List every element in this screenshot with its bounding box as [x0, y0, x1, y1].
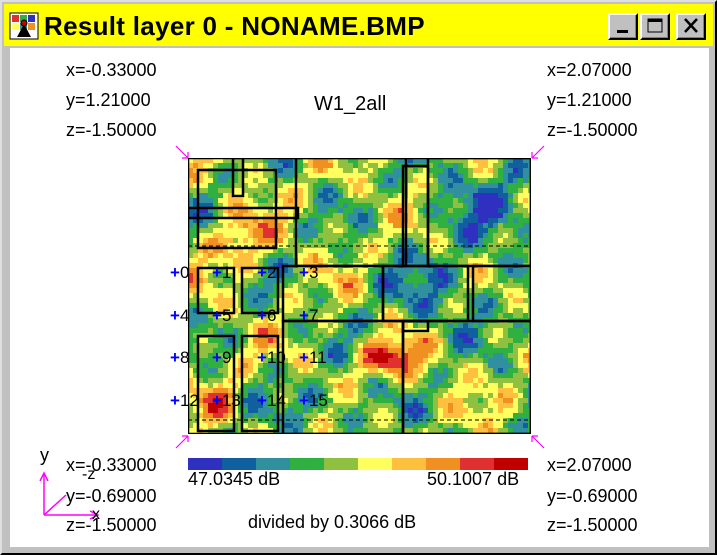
bottom-left-z: z=-1.50000: [66, 515, 157, 535]
top-right-y: y=1.21000: [547, 90, 632, 110]
legend-swatch: [324, 458, 358, 470]
legend-swatch: [222, 458, 256, 470]
probe-label: 12: [179, 391, 199, 410]
bottom-right-z: z=-1.50000: [547, 515, 638, 535]
probe-9[interactable]: +9: [212, 349, 231, 367]
probe-plus-icon: +: [212, 391, 222, 410]
probe-13[interactable]: +13: [212, 392, 241, 410]
probe-plus-icon: +: [212, 306, 222, 325]
probe-12[interactable]: +12: [170, 392, 199, 410]
probe-label: 2: [266, 263, 277, 282]
app-icon[interactable]: [9, 12, 39, 40]
plot-name: W1_2all: [314, 93, 387, 115]
minimize-icon: [617, 30, 628, 33]
probe-label: 3: [308, 263, 319, 282]
axes-indicator-icon: [39, 471, 100, 520]
probe-plus-icon: +: [170, 348, 180, 367]
top-left-y: y=1.21000: [66, 90, 151, 110]
bottom-left-y: y=-0.69000: [66, 486, 157, 506]
top-left-x: x=-0.33000: [66, 60, 157, 80]
axis-y-label: y: [40, 445, 49, 465]
bottom-right-y: y=-0.69000: [547, 486, 638, 506]
minimize-button[interactable]: [608, 13, 638, 40]
divided-by-label: divided by 0.3066 dB: [248, 512, 417, 532]
legend-min: 47.0345 dB: [188, 469, 281, 489]
bottom-left-x: x=-0.33000: [66, 455, 157, 475]
legend-swatch: [358, 458, 392, 470]
probe-label: 7: [308, 306, 319, 325]
probe-2[interactable]: +2: [257, 264, 276, 282]
probe-plus-icon: +: [170, 263, 180, 282]
legend-swatch: [188, 458, 222, 470]
probe-plus-icon: +: [257, 263, 267, 282]
probe-1[interactable]: +1: [212, 264, 231, 282]
probe-14[interactable]: +14: [257, 392, 286, 410]
probe-label: 13: [221, 391, 241, 410]
probe-0[interactable]: +0: [170, 264, 189, 282]
probe-plus-icon: +: [170, 306, 180, 325]
legend-swatch: [392, 458, 426, 470]
probe-plus-icon: +: [299, 348, 309, 367]
legend-swatch: [460, 458, 494, 470]
probe-label: 0: [179, 263, 190, 282]
probe-label: 8: [179, 348, 190, 367]
probe-15[interactable]: +15: [299, 392, 328, 410]
top-right-z: z=-1.50000: [547, 120, 638, 140]
legend-swatch: [494, 458, 528, 470]
maximize-icon: [647, 18, 663, 33]
legend-swatch: [256, 458, 290, 470]
probe-plus-icon: +: [170, 391, 180, 410]
probe-plus-icon: +: [212, 348, 222, 367]
maximize-button[interactable]: [640, 13, 670, 40]
bottom-right-x: x=2.07000: [547, 455, 632, 475]
legend-max: 50.1007 dB: [427, 469, 520, 489]
probe-8[interactable]: +8: [170, 349, 189, 367]
close-icon: [684, 18, 698, 33]
probe-label: 15: [308, 391, 328, 410]
probe-label: 4: [179, 306, 190, 325]
probe-label: 6: [266, 306, 277, 325]
probe-10[interactable]: +10: [257, 349, 286, 367]
probe-plus-icon: +: [257, 391, 267, 410]
probe-7[interactable]: +7: [299, 307, 318, 325]
probe-label: 1: [221, 263, 232, 282]
probe-label: 14: [266, 391, 286, 410]
probe-plus-icon: +: [299, 306, 309, 325]
probe-plus-icon: +: [299, 263, 309, 282]
probe-plus-icon: +: [257, 306, 267, 325]
heatmap[interactable]: [188, 158, 531, 434]
window-title: Result layer 0 - NONAME.BMP: [44, 11, 425, 41]
probe-5[interactable]: +5: [212, 307, 231, 325]
probe-11[interactable]: +11: [299, 349, 327, 367]
axis-x-label: x: [92, 506, 100, 523]
axis-z-label: -z: [82, 466, 96, 483]
probe-plus-icon: +: [299, 391, 309, 410]
color-legend: [188, 458, 528, 470]
probe-6[interactable]: +6: [257, 307, 276, 325]
probe-label: 11: [308, 348, 327, 367]
probe-label: 5: [221, 306, 232, 325]
probe-4[interactable]: +4: [170, 307, 189, 325]
legend-swatch: [426, 458, 460, 470]
close-button[interactable]: [676, 13, 706, 40]
probe-plus-icon: +: [257, 348, 267, 367]
probe-3[interactable]: +3: [299, 264, 318, 282]
top-left-z: z=-1.50000: [66, 120, 157, 140]
corner-markers: [175, 145, 545, 449]
probe-label: 10: [266, 348, 286, 367]
legend-swatch: [290, 458, 324, 470]
probe-label: 9: [221, 348, 232, 367]
title-bar[interactable]: Result layer 0 - NONAME.BMP: [4, 4, 713, 46]
probe-plus-icon: +: [212, 263, 222, 282]
top-right-x: x=2.07000: [547, 60, 632, 80]
